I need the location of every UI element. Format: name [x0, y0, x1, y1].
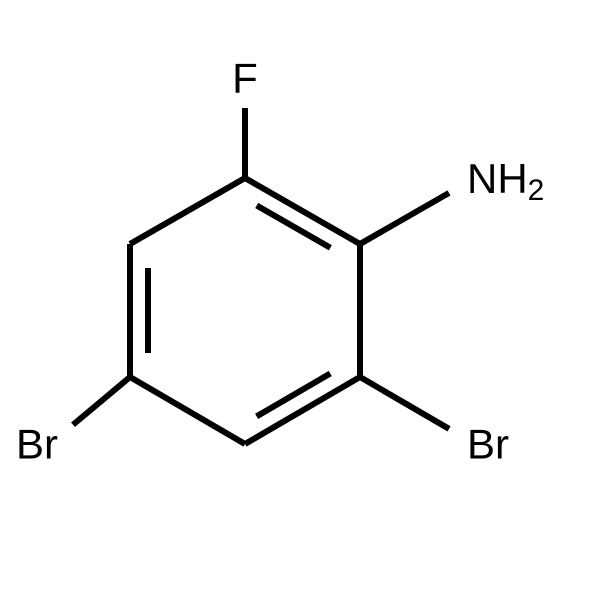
molecule-diagram: NH2 F Br Br [0, 0, 600, 600]
bond [257, 374, 331, 417]
bond [257, 205, 331, 247]
f-label: F [232, 55, 258, 102]
bond [360, 377, 449, 429]
br2-label: Br [16, 421, 58, 468]
br1-label: Br [467, 421, 509, 468]
bond [130, 178, 245, 244]
bond [73, 377, 130, 425]
bond [130, 377, 245, 444]
n-label: NH2 [467, 155, 544, 207]
bond [360, 193, 449, 244]
